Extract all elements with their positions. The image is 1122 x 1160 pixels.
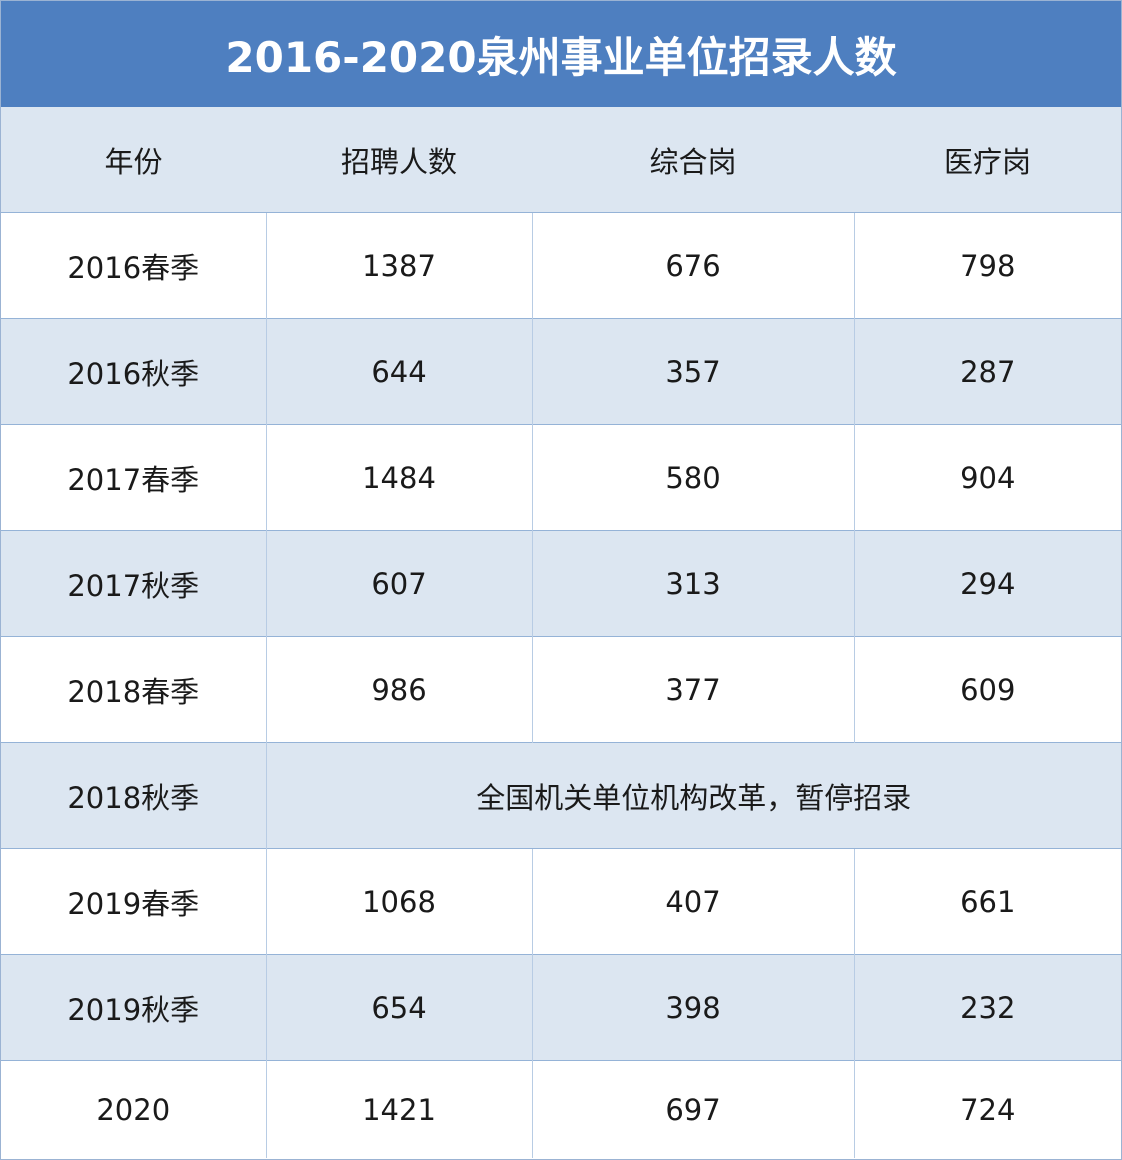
year-cell: 2019春季 [1, 848, 266, 955]
year-cell: 2017秋季 [1, 530, 266, 637]
general-cell: 398 [531, 954, 854, 1061]
medical-cell: 798 [853, 212, 1121, 319]
table-row: 2019春季 1068 407 661 [1, 848, 1121, 955]
table-row: 2016春季 1387 676 798 [1, 212, 1121, 319]
table-row: 2020 1421 697 724 [1, 1060, 1121, 1158]
general-cell: 580 [531, 424, 854, 531]
header-year: 年份 [1, 107, 266, 213]
header-general: 综合岗 [532, 107, 854, 213]
year-cell: 2016春季 [1, 212, 266, 319]
table-row: 2017秋季 607 313 294 [1, 530, 1121, 637]
header-medical: 医疗岗 [854, 107, 1121, 213]
general-cell: 357 [531, 318, 854, 425]
total-cell: 1387 [265, 212, 532, 319]
year-cell: 2018秋季 [1, 742, 266, 849]
year-cell: 2019秋季 [1, 954, 266, 1061]
general-cell: 676 [531, 212, 854, 319]
medical-cell: 724 [853, 1060, 1121, 1158]
suspension-note: 全国机关单位机构改革，暂停招录 [265, 742, 1121, 849]
medical-cell: 232 [853, 954, 1121, 1061]
recruitment-table: 年份 招聘人数 综合岗 医疗岗 2016春季 1387 676 798 2016… [1, 107, 1121, 1158]
year-cell: 2020 [1, 1060, 266, 1158]
medical-cell: 294 [853, 530, 1121, 637]
medical-cell: 609 [853, 636, 1121, 743]
medical-cell: 904 [853, 424, 1121, 531]
header-total: 招聘人数 [266, 107, 532, 213]
medical-cell: 287 [853, 318, 1121, 425]
general-cell: 377 [531, 636, 854, 743]
table-title: 2016-2020泉州事业单位招录人数 [1, 1, 1121, 107]
table-row: 2017春季 1484 580 904 [1, 424, 1121, 531]
year-cell: 2017春季 [1, 424, 266, 531]
table-row: 2019秋季 654 398 232 [1, 954, 1121, 1061]
total-cell: 1421 [265, 1060, 532, 1158]
total-cell: 654 [265, 954, 532, 1061]
total-cell: 607 [265, 530, 532, 637]
year-cell: 2016秋季 [1, 318, 266, 425]
total-cell: 644 [265, 318, 532, 425]
total-cell: 986 [265, 636, 532, 743]
general-cell: 697 [531, 1060, 854, 1158]
total-cell: 1484 [265, 424, 532, 531]
header-row: 年份 招聘人数 综合岗 医疗岗 [1, 107, 1121, 213]
general-cell: 313 [531, 530, 854, 637]
table-row: 2018秋季 全国机关单位机构改革，暂停招录 [1, 742, 1121, 849]
year-cell: 2018春季 [1, 636, 266, 743]
general-cell: 407 [531, 848, 854, 955]
table-row: 2016秋季 644 357 287 [1, 318, 1121, 425]
medical-cell: 661 [853, 848, 1121, 955]
total-cell: 1068 [265, 848, 532, 955]
table-row: 2018春季 986 377 609 [1, 636, 1121, 743]
